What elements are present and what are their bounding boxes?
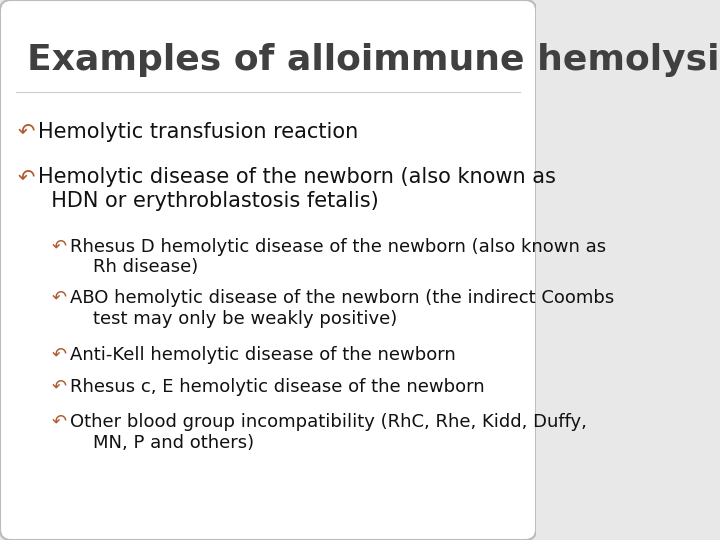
- Text: ↶: ↶: [52, 378, 67, 396]
- FancyBboxPatch shape: [0, 0, 536, 540]
- Text: Rhesus c, E hemolytic disease of the newborn: Rhesus c, E hemolytic disease of the new…: [70, 378, 485, 396]
- Text: ↶: ↶: [52, 346, 67, 363]
- Text: ↶: ↶: [52, 289, 67, 307]
- Text: Rhesus D hemolytic disease of the newborn (also known as
    Rh disease): Rhesus D hemolytic disease of the newbor…: [70, 238, 606, 276]
- Text: ABO hemolytic disease of the newborn (the indirect Coombs
    test may only be w: ABO hemolytic disease of the newborn (th…: [70, 289, 614, 328]
- Text: ↶: ↶: [52, 238, 67, 255]
- Text: Hemolytic disease of the newborn (also known as
  HDN or erythroblastosis fetali: Hemolytic disease of the newborn (also k…: [37, 167, 555, 211]
- Text: Examples of alloimmune hemolysis: Examples of alloimmune hemolysis: [27, 43, 720, 77]
- Text: Other blood group incompatibility (RhC, Rhe, Kidd, Duffy,
    MN, P and others): Other blood group incompatibility (RhC, …: [70, 413, 587, 452]
- Text: ↶: ↶: [17, 167, 35, 187]
- Text: Anti-Kell hemolytic disease of the newborn: Anti-Kell hemolytic disease of the newbo…: [70, 346, 456, 363]
- Text: Hemolytic transfusion reaction: Hemolytic transfusion reaction: [37, 122, 358, 141]
- Text: ↶: ↶: [17, 122, 35, 141]
- Text: ↶: ↶: [52, 413, 67, 431]
